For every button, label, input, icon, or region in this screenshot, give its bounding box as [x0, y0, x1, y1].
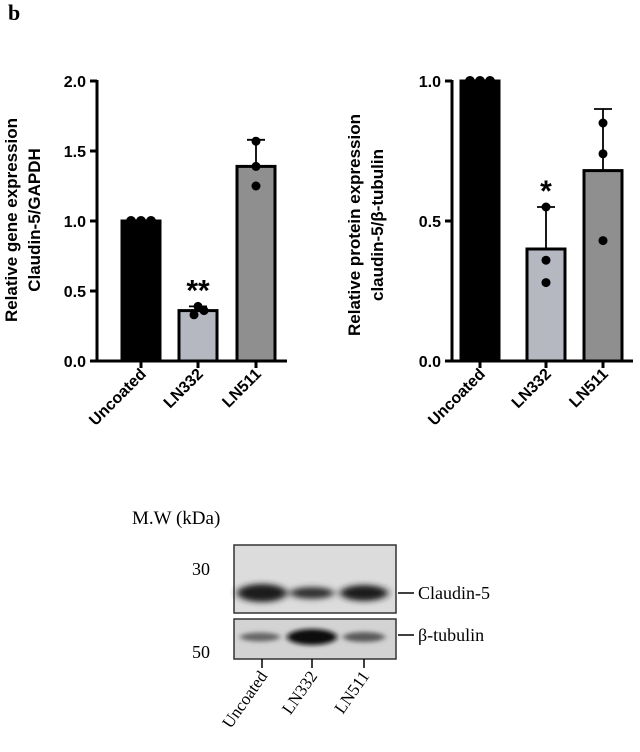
data-point-uncoated — [126, 216, 136, 226]
band-tubulin-ln511 — [343, 632, 385, 642]
data-point-ln511 — [598, 236, 608, 246]
bar-uncoated — [120, 219, 162, 363]
y-tick-label: 0.5 — [419, 214, 441, 231]
data-point-ln511 — [598, 118, 608, 128]
band-claudin5-ln332 — [290, 587, 334, 599]
x-tick-label-ln511: LN511 — [566, 366, 611, 411]
y-tick-label: 0.0 — [419, 354, 441, 371]
lane-label-ln511: LN511 — [330, 667, 373, 717]
x-tick-label-ln332: LN332 — [161, 366, 207, 412]
x-tick-label-uncoated: Uncoated — [425, 366, 489, 430]
data-point-ln511 — [598, 149, 608, 159]
mw-label: M.W (kDa) — [132, 508, 220, 529]
marker-50: 50 — [192, 642, 210, 662]
data-point-ln511 — [251, 136, 261, 146]
lane-label-uncoated: Uncoated — [218, 667, 271, 732]
significance-ln332: ** — [186, 274, 210, 307]
data-point-uncoated — [465, 76, 475, 86]
band-tubulin-ln332 — [287, 629, 337, 645]
marker-30: 30 — [192, 559, 210, 579]
y-tick-label: 1.0 — [419, 74, 441, 91]
data-point-uncoated — [485, 76, 495, 86]
bar-uncoated — [459, 79, 501, 363]
data-point-uncoated — [136, 216, 146, 226]
y-axis-label-line2: Claudin-5/GAPDH — [25, 148, 44, 292]
y-tick-label: 1.0 — [64, 214, 86, 231]
significance-ln332: * — [540, 175, 552, 208]
x-tick-label-uncoated: Uncoated — [86, 366, 150, 430]
data-point-ln332 — [541, 255, 551, 265]
bar-ln332 — [177, 309, 219, 363]
band-label-tubulin: β-tubulin — [418, 625, 484, 645]
bar-ln332 — [525, 247, 567, 363]
blot-membrane-claudin5 — [233, 544, 397, 614]
gene-expression-chart: Relative gene expression Claudin-5/GAPDH… — [2, 74, 287, 429]
data-point-ln332 — [541, 202, 551, 212]
data-point-uncoated — [146, 216, 156, 226]
western-blot: M.W (kDa) 30 50 Claudin-5 β-tubulin Unco… — [132, 508, 490, 732]
protein-expression-chart: Relative protein expression claudin-5/β-… — [345, 74, 633, 429]
data-point-ln332 — [189, 310, 199, 320]
y-axis-label-line1: Relative gene expression — [2, 118, 21, 322]
band-tubulin-uncoated — [240, 632, 280, 642]
y-tick-label: 2.0 — [64, 74, 86, 91]
panel-label: b — [8, 0, 20, 25]
data-point-ln511 — [251, 181, 261, 191]
data-point-uncoated — [475, 76, 485, 86]
y-tick-label: 0.5 — [64, 284, 86, 301]
y-tick-label: 0.0 — [64, 354, 86, 371]
y-axis-label-line2: claudin-5/β-tubulin — [368, 149, 387, 301]
lane-label-ln332: LN332 — [278, 667, 321, 717]
bar-ln511 — [582, 169, 624, 363]
x-tick-label-ln511: LN511 — [219, 366, 264, 411]
y-tick-label: 1.5 — [64, 144, 86, 161]
data-point-ln332 — [193, 301, 203, 311]
data-point-ln332 — [541, 278, 551, 288]
band-claudin5-uncoated — [237, 584, 287, 602]
x-tick-label-ln332: LN332 — [509, 366, 555, 412]
bar-ln511 — [235, 164, 277, 363]
y-axis-label-line1: Relative protein expression — [345, 114, 364, 336]
band-label-claudin5: Claudin-5 — [418, 583, 490, 603]
data-point-ln511 — [251, 161, 261, 171]
band-claudin5-ln511 — [340, 585, 388, 601]
